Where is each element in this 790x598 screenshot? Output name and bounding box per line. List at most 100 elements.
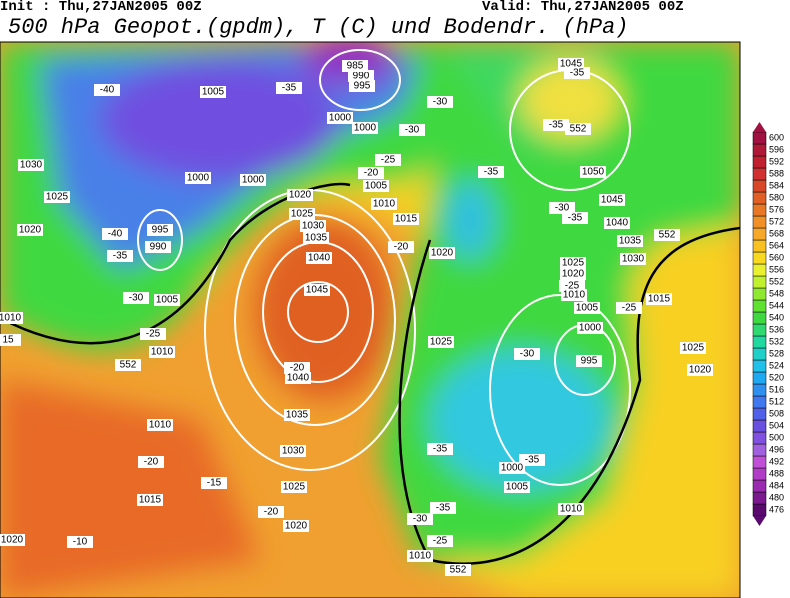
label-box	[558, 503, 584, 515]
label-box	[17, 224, 43, 236]
label-box	[138, 456, 164, 468]
contour-label: 1045	[560, 59, 583, 70]
contour-label: 995	[581, 356, 598, 367]
contour-label: -25	[146, 329, 161, 340]
colorbar-swatch	[752, 131, 767, 145]
label-box	[240, 174, 266, 186]
label-box	[348, 70, 374, 82]
label-box	[564, 67, 590, 79]
contour-label: -25	[565, 281, 580, 292]
contour-label: 1010	[560, 504, 583, 515]
label-box	[499, 462, 525, 474]
colorbar-label: 592	[769, 156, 784, 166]
label-box	[300, 220, 326, 232]
colorbar-swatch	[752, 275, 767, 289]
colorbar-label: 544	[769, 300, 784, 310]
contour-label: -35	[570, 68, 585, 79]
colorbar-label: 524	[769, 360, 784, 370]
label-box	[654, 229, 680, 241]
contour-label: 552	[659, 230, 676, 241]
label-box	[137, 494, 163, 506]
colorbar-label: 572	[769, 216, 784, 226]
contour-label: 1005	[576, 303, 599, 314]
contour-label: -35	[484, 167, 499, 178]
contour-label: -15	[207, 478, 222, 489]
colorbar-label: 588	[769, 168, 784, 178]
label-box	[543, 119, 569, 131]
label-box	[561, 289, 587, 301]
colorbar-label: 500	[769, 432, 784, 442]
colorbar-swatch	[752, 407, 767, 421]
label-box	[393, 213, 419, 225]
colorbar-label: 508	[769, 408, 784, 418]
label-box	[67, 536, 93, 548]
contour-label: 1010	[0, 313, 22, 324]
contour-label: -30	[555, 203, 570, 214]
colorbar-label: 568	[769, 228, 784, 238]
label-box	[399, 124, 425, 136]
label-box	[577, 322, 603, 334]
contour-label: 1020	[1, 535, 24, 546]
contour-label: 1030	[282, 446, 305, 457]
contour-label: 1000	[242, 175, 265, 186]
colorbar-swatch	[752, 239, 767, 253]
label-box	[375, 154, 401, 166]
label-box	[284, 362, 310, 374]
colorbar-label: 476	[769, 504, 784, 514]
colorbar-label: 584	[769, 180, 784, 190]
colorbar-swatch	[752, 503, 767, 517]
label-box	[140, 328, 166, 340]
label-box	[349, 80, 375, 92]
contour-label: 1015	[648, 294, 671, 305]
contour-label: 1005	[202, 87, 225, 98]
contour-label: -35	[433, 444, 448, 455]
colorbar-label: 528	[769, 348, 784, 358]
label-box	[646, 293, 672, 305]
colorbar-swatch	[752, 191, 767, 205]
label-box	[284, 409, 310, 421]
contour-label: -35	[549, 120, 564, 131]
colorbar-label: 488	[769, 468, 784, 478]
field	[0, 42, 740, 598]
contour-label: 1010	[409, 551, 432, 562]
label-box	[306, 252, 332, 264]
label-box	[0, 312, 23, 324]
contour-label: 1005	[365, 181, 388, 192]
init-time: Init : Thu,27JAN2005 00Z	[0, 0, 202, 15]
contour-label: 1015	[395, 214, 418, 225]
label-box	[427, 535, 453, 547]
contour-label: 1010	[149, 420, 172, 431]
contour-label: 1040	[308, 253, 331, 264]
colorbar-swatch	[752, 371, 767, 385]
colorbar-label: 504	[769, 420, 784, 430]
label-box	[258, 506, 284, 518]
contour-label: 1000	[579, 323, 602, 334]
contour-label: 1000	[187, 173, 210, 184]
contour-label: 1020	[431, 248, 454, 259]
colorbar-swatch	[752, 203, 767, 217]
label-box	[565, 123, 591, 135]
contour-label: 1045	[601, 195, 624, 206]
label-box	[285, 372, 311, 384]
label-box	[352, 122, 378, 134]
colorbar-swatch	[752, 467, 767, 481]
colorbar-swatch	[752, 263, 767, 277]
label-box	[363, 180, 389, 192]
label-box	[514, 348, 540, 360]
contour-label: -25	[622, 303, 637, 314]
contour-label: 15	[2, 335, 14, 346]
colorbar-swatch	[752, 167, 767, 181]
colorbar-swatch	[752, 335, 767, 349]
label-box	[115, 359, 141, 371]
label-box	[428, 336, 454, 348]
label-box	[616, 302, 642, 314]
colorbar-swatch	[752, 491, 767, 505]
contour-label: -30	[413, 514, 428, 525]
colorbar-swatch	[752, 143, 767, 157]
contour-label: 1020	[689, 365, 712, 376]
contour-label: 552	[570, 124, 587, 135]
colorbar-swatch	[752, 323, 767, 337]
contour-label: -20	[144, 457, 159, 468]
colorbar-swatch	[752, 251, 767, 265]
label-box	[580, 166, 606, 178]
